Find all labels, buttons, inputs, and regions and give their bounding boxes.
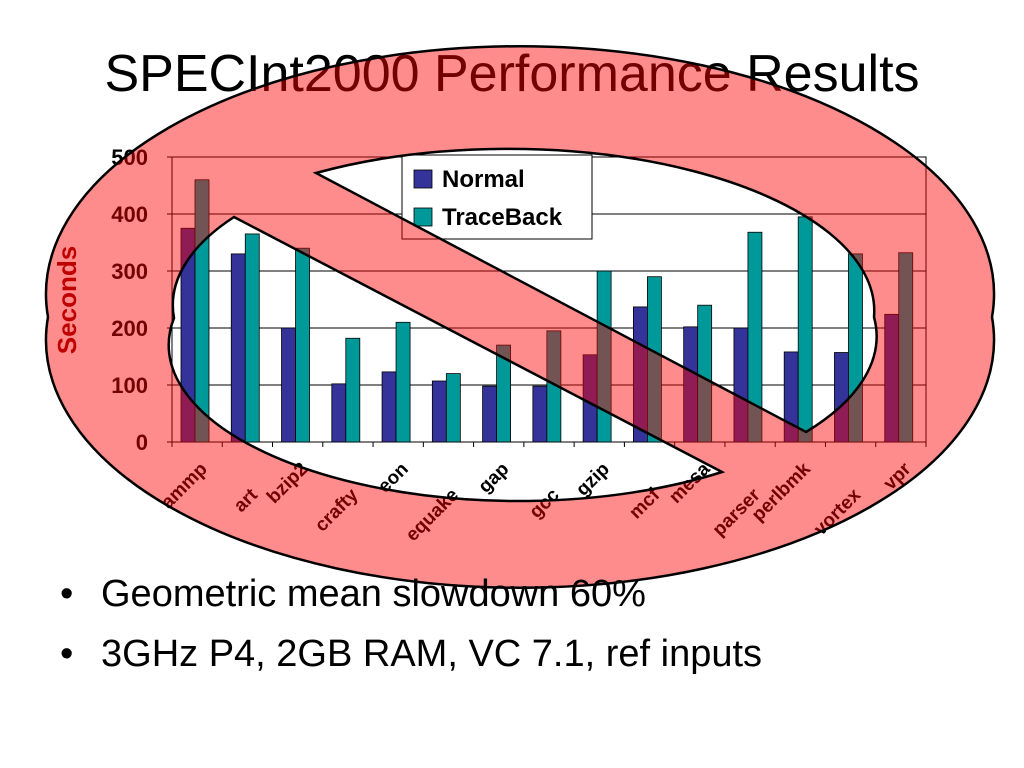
bar-traceback: [496, 344, 512, 443]
bar-normal: [431, 380, 447, 443]
y-tick-label: 300: [111, 259, 148, 284]
bar-normal: [532, 385, 548, 443]
bar-traceback: [797, 216, 813, 443]
bar-traceback: [747, 231, 763, 443]
legend: Normal TraceBack: [401, 154, 593, 240]
legend-swatch: [413, 207, 433, 227]
bar-traceback: [295, 247, 310, 443]
bullet-list: Geometric mean slowdown 60% 3GHz P4, 2GB…: [56, 564, 762, 684]
bar-traceback: [244, 233, 260, 443]
y-tick-label: 400: [111, 202, 148, 227]
bar-traceback: [345, 337, 361, 443]
bar-traceback: [647, 276, 662, 443]
x-category-label: gzip: [572, 459, 614, 501]
y-tick-label: 200: [111, 316, 148, 341]
y-tick-label: 0: [136, 430, 148, 455]
legend-label: TraceBack: [442, 204, 563, 231]
bars: [180, 179, 914, 443]
legend-box: [401, 154, 593, 240]
bar-normal: [230, 253, 246, 443]
bar-normal: [281, 327, 296, 443]
bar-normal: [482, 385, 498, 443]
bar-normal: [331, 383, 347, 443]
y-axis-title: Seconds: [52, 246, 82, 354]
y-tick-label: 500: [111, 145, 148, 170]
y-tick-label: 100: [111, 373, 148, 398]
y-axis-ticks: 0 100 200 300 400 500: [111, 145, 172, 455]
prohibition-ring: [44, 45, 996, 589]
bullet-item: 3GHz P4, 2GB RAM, VC 7.1, ref inputs: [56, 624, 762, 684]
legend-label: Normal: [442, 166, 525, 193]
bar-traceback: [596, 270, 612, 443]
bullet-item: Geometric mean slowdown 60%: [56, 564, 762, 624]
prohibition-sign: [44, 45, 996, 589]
bar-normal: [381, 371, 397, 443]
legend-swatch: [413, 169, 433, 189]
bar-traceback: [445, 373, 461, 443]
bar-traceback: [898, 252, 914, 443]
x-category-label: gap: [475, 459, 514, 498]
bar-traceback: [395, 321, 411, 443]
